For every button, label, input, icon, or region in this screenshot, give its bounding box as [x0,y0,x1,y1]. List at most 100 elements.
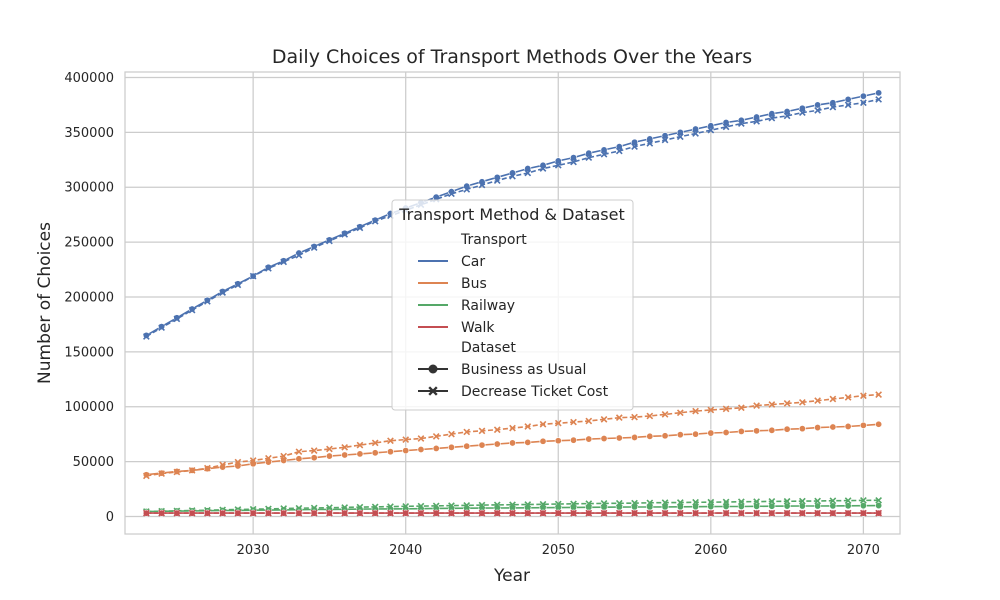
data-point [341,509,349,517]
data-point [692,430,700,438]
data-point [295,251,303,259]
data-point [859,502,867,510]
data-point [631,143,638,150]
data-point [783,108,791,116]
data-point [707,406,715,414]
data-point [753,113,761,121]
data-point [417,502,425,510]
data-point [814,101,822,109]
data-point [722,428,730,436]
legend-entry-label: Bus [461,276,487,292]
x-tick-label: 2070 [847,543,880,558]
data-point [478,181,486,189]
data-point [783,425,791,433]
data-point [310,504,318,512]
data-point [524,165,532,173]
data-point [722,118,730,126]
data-point [661,432,669,440]
data-point [204,464,211,472]
data-point [615,147,623,155]
data-point [219,289,227,296]
data-point [554,500,562,508]
data-point [280,258,288,266]
y-tick-label: 200000 [64,290,114,305]
series-layer [142,89,883,517]
data-point [615,434,623,442]
data-point [798,509,806,517]
data-point [570,500,577,508]
data-point [692,125,700,133]
data-point [783,502,791,510]
x-axis-label: Year [493,566,530,586]
y-tick-label: 250000 [64,236,114,251]
series-walk-decrease-ticket-cost [142,509,883,517]
data-point [844,422,852,430]
legend-header-dataset: Dataset [461,340,516,356]
data-point [188,509,196,517]
legend-title: Transport Method & Dataset [398,205,624,224]
data-point [310,447,318,454]
data-point [783,400,791,407]
data-point [646,139,654,147]
data-point [219,509,227,517]
data-point [356,503,364,511]
plot-frame [124,71,901,535]
data-point [692,407,699,415]
data-point [310,244,318,251]
data-point [585,500,593,507]
data-point [265,265,272,272]
data-point [371,509,379,517]
data-point [814,107,821,114]
data-point [676,133,684,141]
data-point [295,448,303,456]
data-point [814,397,821,405]
data-point [432,502,440,510]
data-point [539,165,547,172]
data-point [371,439,379,447]
data-point [600,500,608,507]
data-point [676,509,684,517]
data-point [417,446,425,454]
data-point [326,237,333,245]
y-tick-label: 0 [106,510,114,525]
data-point [280,456,288,464]
data-point [249,272,257,280]
data-point [844,509,852,517]
data-point [661,499,669,506]
data-point [295,509,303,517]
legend-entry-label: Business as Usual [461,362,586,378]
data-point [798,109,806,116]
data-point [463,509,471,517]
data-point [570,509,577,517]
data-point [585,149,593,157]
data-point [341,504,349,511]
data-point [753,118,760,125]
data-point [554,161,562,169]
data-point [356,224,364,232]
data-point [524,169,532,177]
data-point [478,501,486,509]
data-point [676,128,684,136]
data-point [646,412,654,420]
data-point [234,509,242,517]
data-point [707,126,715,134]
data-point [753,502,761,510]
data-point [875,502,883,510]
data-point [539,420,547,428]
data-point [234,281,242,289]
data-point [554,157,562,165]
data-point [493,426,501,434]
data-point [493,509,501,517]
data-point [814,509,821,517]
data-point [280,452,288,460]
data-point [280,509,288,517]
y-tick-label: 150000 [64,345,114,360]
data-point [478,427,486,435]
y-tick-label: 300000 [64,181,114,196]
x-tick-label: 2040 [389,543,422,558]
legend-box [391,199,634,411]
data-point [585,417,593,425]
data-point [478,509,486,517]
data-point [768,401,776,408]
data-point [356,441,364,449]
